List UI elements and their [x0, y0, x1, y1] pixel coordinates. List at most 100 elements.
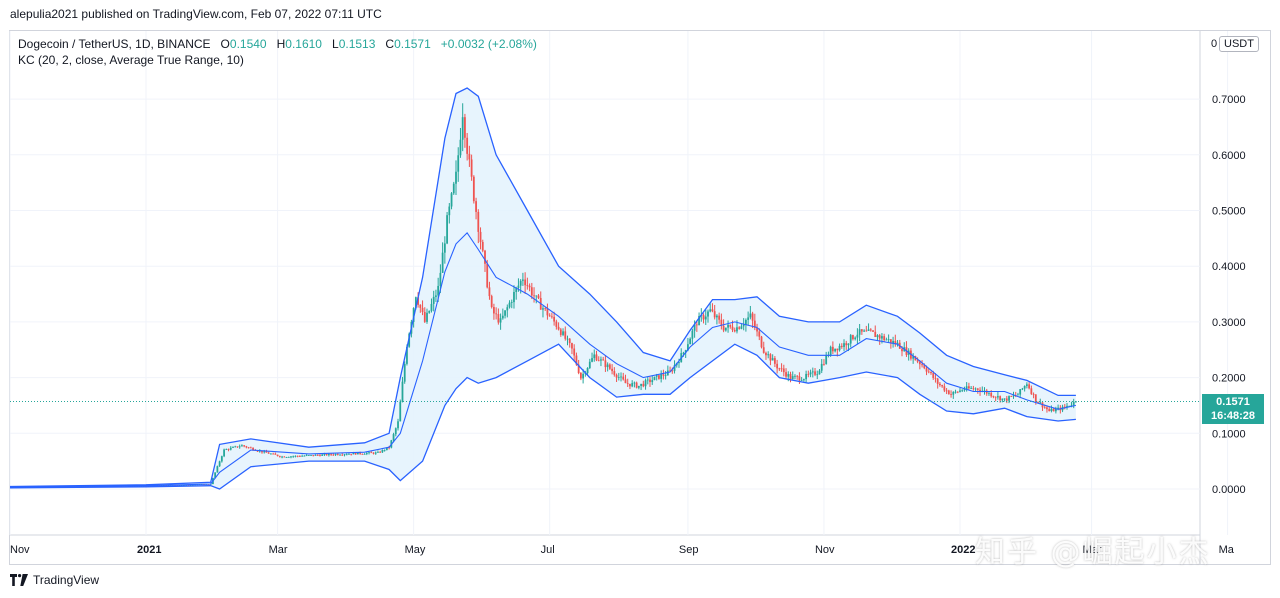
- candle-body: [515, 287, 518, 293]
- candle-body: [519, 280, 522, 286]
- footer-brand[interactable]: TradingView: [33, 573, 100, 587]
- candle-body: [484, 250, 486, 264]
- y-tick-label: 0.2000: [1212, 373, 1246, 385]
- candle-body: [840, 345, 843, 347]
- candle-body: [486, 263, 489, 288]
- candle-body: [814, 371, 816, 375]
- candle-body: [365, 453, 368, 454]
- tradingview-logo-icon: [10, 574, 28, 586]
- candle-body: [856, 334, 859, 338]
- candle-body: [421, 307, 424, 312]
- candle-body: [843, 343, 845, 347]
- candle-body: [718, 315, 721, 320]
- candle-body: [399, 401, 402, 422]
- candle-body: [372, 452, 375, 454]
- candle-body: [901, 348, 903, 352]
- candle-body: [626, 383, 629, 384]
- x-tick-label: 2021: [137, 544, 161, 556]
- candle-body: [742, 324, 745, 327]
- x-tick-label: Nov: [10, 544, 30, 556]
- candle-body: [602, 359, 605, 361]
- candle-body: [593, 354, 596, 359]
- x-tick-label: Nov: [815, 544, 835, 556]
- candle-body: [472, 176, 475, 202]
- candle-body: [296, 455, 299, 457]
- candle-body: [537, 295, 540, 298]
- candle-body: [437, 285, 440, 296]
- y-tick-label: 0.6000: [1212, 150, 1246, 162]
- candle-body: [869, 329, 872, 331]
- candle-body: [988, 392, 990, 394]
- candle-body: [504, 310, 506, 316]
- candle-body: [542, 308, 544, 310]
- candle-body: [847, 343, 850, 346]
- candle-body: [936, 378, 939, 384]
- candle-body: [941, 385, 944, 387]
- candle-body: [256, 450, 259, 452]
- candle-body: [510, 302, 513, 303]
- candle-body: [270, 453, 272, 455]
- candle-body: [932, 373, 935, 378]
- candle-body: [620, 376, 622, 378]
- candle-body: [546, 308, 549, 316]
- candle-body: [575, 355, 578, 365]
- candle-body: [314, 454, 317, 456]
- candle-body: [530, 287, 533, 296]
- price-axis: 0.0000 0.1000 0.2000 0.3000 0.4000 0.5000 0.60…: [1212, 94, 1246, 496]
- candle-body: [452, 183, 455, 194]
- candle-body: [321, 454, 324, 456]
- candle-body: [1003, 398, 1006, 400]
- candle-body: [303, 455, 306, 457]
- top-tick-partial: 0: [1211, 38, 1218, 50]
- candle-body: [544, 308, 547, 310]
- candle-body: [363, 453, 366, 455]
- y-tick-label: 0.5000: [1212, 206, 1246, 218]
- candle-body: [950, 394, 952, 395]
- candle-body: [571, 343, 573, 349]
- candle-body: [481, 241, 484, 251]
- candle-body: [348, 453, 350, 455]
- candle-body: [912, 356, 915, 359]
- candle-body: [423, 311, 426, 322]
- candle-body: [702, 315, 705, 320]
- candle-body: [591, 358, 593, 362]
- candle-body: [1034, 394, 1037, 402]
- candle-body: [849, 335, 852, 344]
- candle-body: [258, 450, 261, 452]
- candle-body: [550, 316, 553, 318]
- candle-body: [756, 327, 758, 332]
- legend-symbol[interactable]: Dogecoin / TetherUS, 1D, BINANCE: [18, 37, 211, 51]
- candle-body: [470, 159, 473, 177]
- candle-body: [731, 326, 734, 331]
- candle-body: [820, 363, 823, 371]
- candle-body: [635, 382, 638, 388]
- candle-body: [809, 372, 812, 375]
- candle-body: [867, 329, 870, 331]
- last-price-value: 0.1571: [1216, 396, 1250, 408]
- candle-body: [361, 453, 364, 455]
- candle-body: [557, 326, 560, 330]
- legend-indicator[interactable]: KC (20, 2, close, Average True Range, 10…: [18, 53, 244, 67]
- candle-body: [354, 452, 357, 455]
- candle-body: [807, 373, 810, 375]
- candle-body: [789, 374, 792, 380]
- watermark: 知乎 @崛起小杰: [975, 535, 1211, 570]
- candle-body: [479, 231, 482, 242]
- x-tick-label: May: [405, 544, 426, 556]
- candle-body: [397, 421, 399, 429]
- candle-body: [1017, 394, 1019, 396]
- candle-body: [930, 372, 932, 374]
- candle-body: [555, 321, 558, 327]
- candle-body: [892, 340, 894, 344]
- candle-body: [889, 339, 892, 344]
- currency-unit-button[interactable]: USDT: [1219, 36, 1259, 52]
- candle-body: [225, 449, 228, 451]
- candle-body: [854, 337, 857, 340]
- candle-body: [894, 340, 897, 345]
- candle-body: [332, 454, 335, 456]
- x-tick-label: Ma: [1219, 544, 1235, 556]
- candle-body: [664, 375, 667, 377]
- candle-body: [876, 335, 879, 338]
- candle-body: [1010, 396, 1013, 397]
